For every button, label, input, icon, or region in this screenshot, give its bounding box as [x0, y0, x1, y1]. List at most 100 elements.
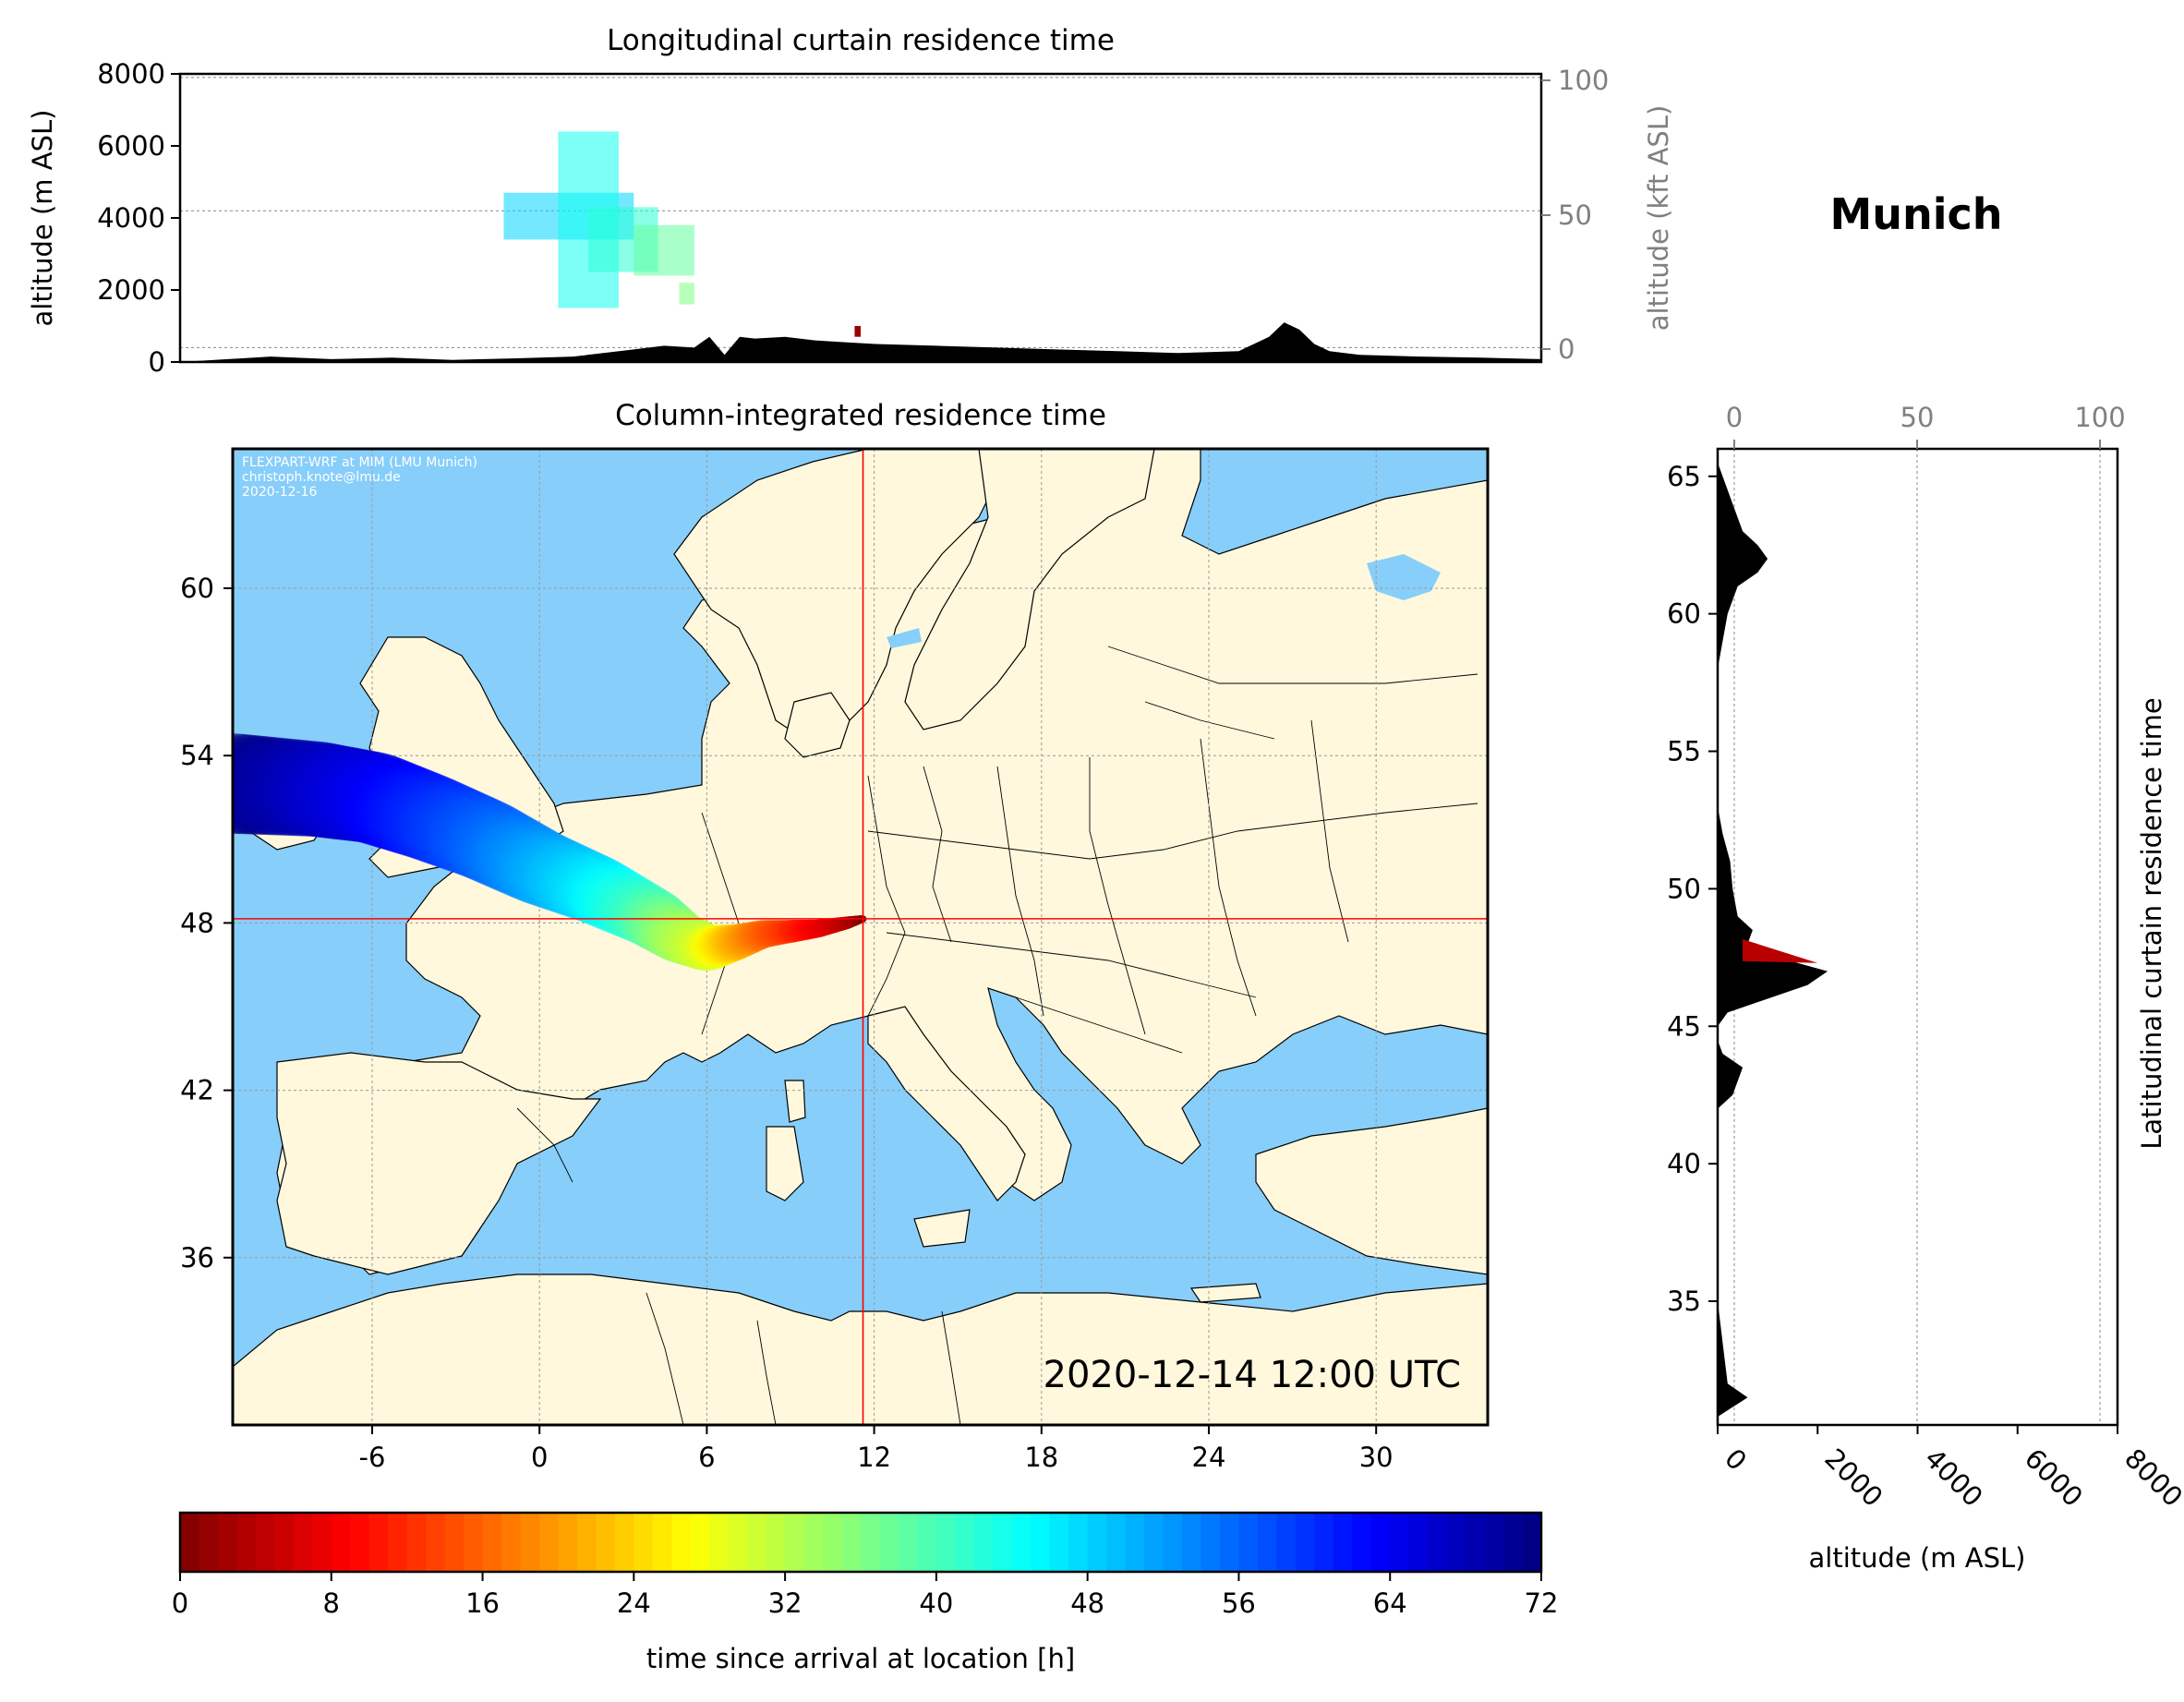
- trajectory-point: [465, 814, 559, 893]
- trajectory-point: [415, 790, 515, 874]
- trajectory-point: [540, 850, 625, 920]
- colorbar-segment: [1390, 1513, 1410, 1572]
- column-frame: [231, 447, 1490, 1427]
- trajectory-point: [475, 819, 567, 897]
- trajectory-point: [751, 920, 784, 948]
- colorbar-segment: [1484, 1513, 1504, 1572]
- trajectory-point: [701, 924, 750, 964]
- trajectory-point: [392, 780, 495, 866]
- trajectory-point: [673, 923, 730, 971]
- trajectory-point: [700, 924, 748, 965]
- colorbar-segment: [426, 1513, 446, 1572]
- trajectory-point: [382, 776, 486, 863]
- colorbar-segment: [690, 1513, 710, 1572]
- trajectory-point: [713, 924, 756, 960]
- trajectory-point: [323, 754, 433, 845]
- country-borders: [516, 646, 1478, 1425]
- trajectory-point: [718, 923, 761, 959]
- colorbar-segment: [955, 1513, 975, 1572]
- trajectory-point: [743, 920, 778, 949]
- trajectory-point: [595, 876, 670, 939]
- latitudinal-x2-tick-label: 50: [1900, 402, 1935, 433]
- trajectory-point: [504, 834, 594, 908]
- land-sweden-finland: [904, 449, 1155, 730]
- trajectory-point: [233, 738, 343, 836]
- column-y-tick-label: 48: [180, 907, 214, 938]
- latitudinal-x-tick-label: 4000: [1919, 1442, 1989, 1513]
- trajectory-point: [644, 908, 707, 961]
- trajectory-point: [356, 766, 463, 855]
- column-x-tick-label: 6: [698, 1442, 715, 1473]
- trajectory-point: [308, 750, 418, 842]
- trajectory-point: [578, 867, 657, 933]
- trajectory-point: [288, 746, 401, 840]
- trajectory-point: [235, 739, 352, 837]
- colorbar-segment: [1503, 1513, 1524, 1572]
- trajectory-point: [665, 918, 724, 968]
- latitudinal-x2-tick-label: 0: [1726, 402, 1743, 433]
- land-sicily: [913, 1209, 971, 1248]
- trajectory-point: [677, 923, 733, 972]
- colorbar-segment: [1049, 1513, 1069, 1572]
- trajectory-point: [233, 734, 311, 835]
- colorbar-segment: [785, 1513, 805, 1572]
- trajectory-point: [269, 742, 383, 839]
- trajectory-point: [438, 800, 536, 882]
- colorbar-segment: [1295, 1513, 1315, 1572]
- latitudinal-cell: [1743, 939, 1818, 963]
- colorbar-tick-label: 72: [1525, 1587, 1559, 1619]
- latitudinal-y-tick-label: 60: [1667, 598, 1701, 630]
- colorbar-segment: [823, 1513, 843, 1572]
- colorbar-segment: [255, 1513, 275, 1572]
- colorbar-segment: [180, 1513, 200, 1572]
- colorbar-segment: [1163, 1513, 1183, 1572]
- trajectory-point: [692, 924, 743, 968]
- latitudinal-title: Latitudinal curtain residence time: [2136, 697, 2167, 1150]
- trajectory-point: [747, 920, 781, 948]
- trajectory-point: [412, 789, 513, 873]
- trajectory-point: [363, 768, 468, 857]
- trajectory-point: [628, 897, 696, 953]
- trajectory-point: [330, 756, 440, 848]
- trajectory-point: [508, 835, 597, 910]
- colorbar-segment: [388, 1513, 408, 1572]
- latitudinal-x2-ticks: 0 50 100: [1726, 402, 2126, 449]
- trajectory-point: [527, 843, 613, 915]
- trajectory-point: [534, 847, 620, 918]
- trajectory-point: [655, 914, 716, 965]
- longitudinal-y-tick-label: 4000: [97, 202, 165, 234]
- trajectory-point: [395, 781, 498, 867]
- colorbar-tick-label: 32: [768, 1587, 802, 1619]
- colorbar-segment: [538, 1513, 560, 1572]
- colorbar-segment: [766, 1513, 786, 1572]
- column-y-tick-label: 36: [180, 1242, 214, 1273]
- latitudinal-y-tick-label: 50: [1667, 873, 1701, 904]
- trajectory-point: [372, 772, 477, 860]
- trajectory-point: [262, 742, 377, 838]
- trajectory-point: [452, 807, 548, 887]
- trajectory-point: [588, 873, 665, 937]
- colorbar-label: time since arrival at location [h]: [646, 1643, 1075, 1674]
- longitudinal-residence-cells: [503, 131, 861, 337]
- trajectory-point: [441, 802, 538, 883]
- trajectory-point: [275, 743, 389, 839]
- credit-block: FLEXPART-WRF at MIM (LMU Munich) christo…: [242, 455, 477, 500]
- latitudinal-x-tick-label: 0: [1719, 1442, 1753, 1477]
- trajectory-point: [734, 921, 772, 953]
- credit-line-2: christoph.knote@lmu.de: [242, 470, 401, 485]
- trajectory-point: [568, 863, 647, 929]
- latitudinal-panel: 0 2000 4000 6000 8000 0 50 100 35404550556065 …: [1667, 402, 2184, 1574]
- trajectory-point: [369, 771, 475, 859]
- trajectory-point: [669, 920, 727, 969]
- trajectory-point: [408, 787, 510, 872]
- colorbar-segment: [861, 1513, 881, 1572]
- land-sardinia: [766, 1126, 804, 1201]
- trajectory-point: [722, 923, 763, 958]
- trajectory-point: [611, 886, 684, 946]
- colorbar-segment: [1144, 1513, 1164, 1572]
- trajectory-point: [421, 792, 521, 875]
- latitudinal-y-tick-label: 35: [1667, 1286, 1701, 1317]
- trajectory-point: [379, 775, 483, 862]
- location-name: Munich: [1829, 189, 2002, 239]
